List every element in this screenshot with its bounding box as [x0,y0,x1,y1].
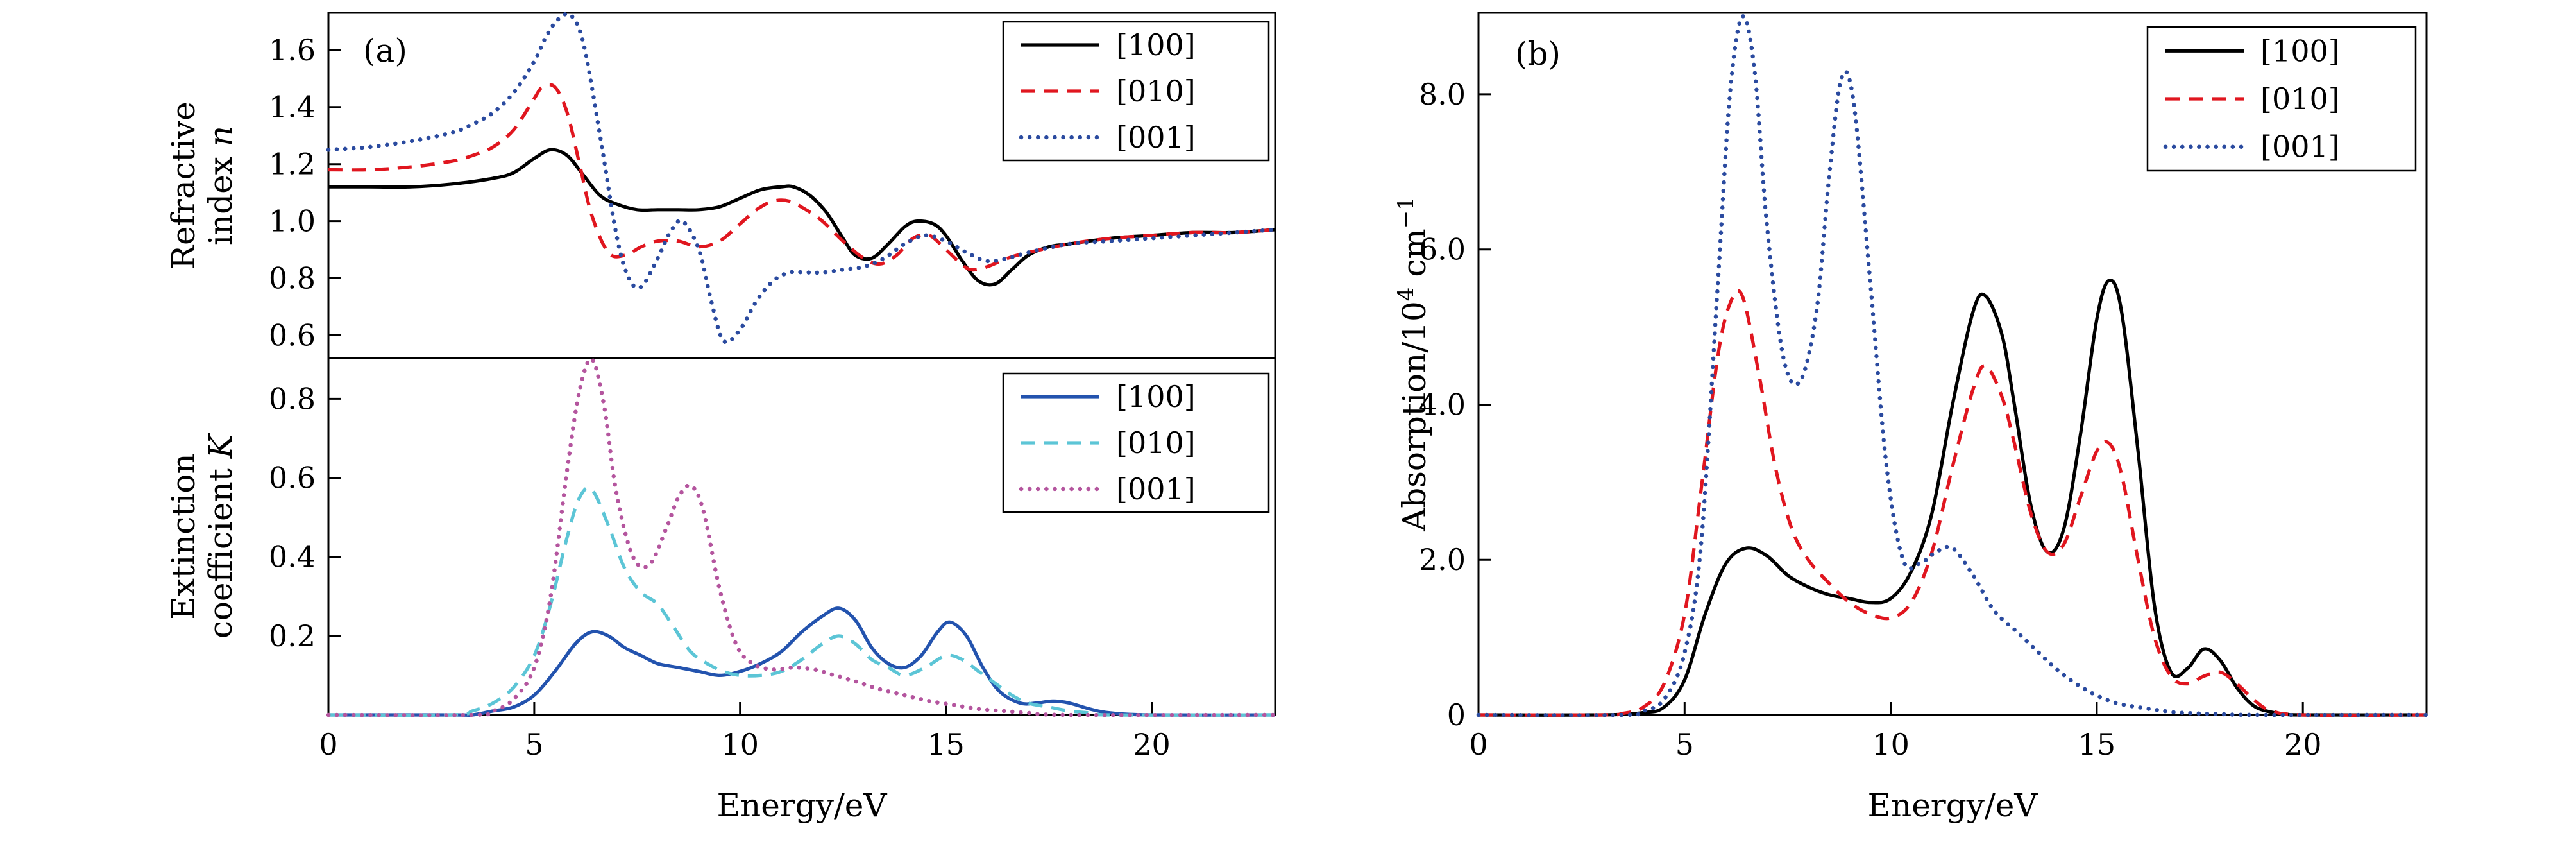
series-001-line [326,357,1278,717]
legend-label: [100] [2260,33,2340,68]
y-tick-label: 2.0 [1419,542,1466,577]
x-axis-label: Energy/eV [1868,787,2038,824]
y-axis-label: index n [202,126,239,245]
chart-extinction-coefficient: 0.2 0.4 0.6 0.8 0 5 10 15 20 [100] [010] [001] Extin… [165,357,1278,824]
y-axis-label: Absorption/104 cm−1 [1393,196,1433,532]
y-tick-label: 0.6 [269,318,316,352]
x-tick-label: 0 [319,727,337,762]
legend-label: [010] [1116,74,1196,108]
plot-frame [327,357,1276,716]
x-tick-label: 15 [2078,727,2116,762]
series-010-line [1478,289,2427,717]
x-tick-label: 0 [1469,727,1487,762]
y-tick-label: 1.2 [269,147,316,182]
legend-label: [100] [1116,28,1196,62]
legend-label: [010] [1116,425,1196,460]
x-tick-label: 5 [525,727,543,762]
y-tick-label: 1.0 [269,204,316,239]
y-tick-label: 0.4 [269,540,316,574]
series-010-line [328,486,1276,717]
panel-label: (a) [363,32,407,69]
y-axis-label: Refractive [165,101,202,269]
series-100-line [328,148,1276,287]
series-001-line [326,12,1278,345]
chart-absorption: 0 2.0 4.0 6.0 8.0 0 5 10 15 20 [100] [010] [001] (b) A… [1393,12,2429,824]
legend-label: [001] [2260,130,2340,164]
y-axis-label: coefficient K [202,433,239,639]
y-tick-label: 1.4 [269,90,316,125]
y-tick-label: 0.8 [269,261,316,296]
y-tick-label: 0.8 [269,381,316,416]
x-tick-label: 10 [721,727,759,762]
x-axis-label: Energy/eV [717,787,888,824]
x-tick-label: 20 [1133,727,1171,762]
legend-label: [010] [2260,82,2340,116]
panel-label: (b) [1515,35,1561,73]
y-tick-label: 6.0 [1419,232,1466,267]
series-100-line [328,606,1276,717]
y-tick-label: 0.2 [269,619,316,653]
plot-frame [1477,12,2428,716]
series-010-line [328,83,1276,272]
y-tick-label: 4.0 [1419,388,1466,422]
legend-label: [100] [1116,379,1196,414]
legend-label: [001] [1116,120,1196,155]
x-tick-label: 20 [2284,727,2322,762]
legend-label: [001] [1116,472,1196,506]
x-tick-label: 15 [927,727,965,762]
y-tick-label: 8.0 [1419,77,1466,112]
chart-refractive-index: 0.6 0.8 1.0 1.2 1.4 1.6 [100] [010] [001] (a) Refr… [165,12,1278,359]
y-tick-label: 1.6 [269,33,316,67]
y-axis-label: Extinction [165,453,202,619]
x-tick-label: 5 [1675,727,1694,762]
series-001-line [1476,14,2429,717]
series-100-line [1478,279,2427,717]
y-tick-label: 0.6 [269,461,316,495]
y-tick-label: 0 [1447,698,1466,732]
x-tick-label: 10 [1872,727,1910,762]
